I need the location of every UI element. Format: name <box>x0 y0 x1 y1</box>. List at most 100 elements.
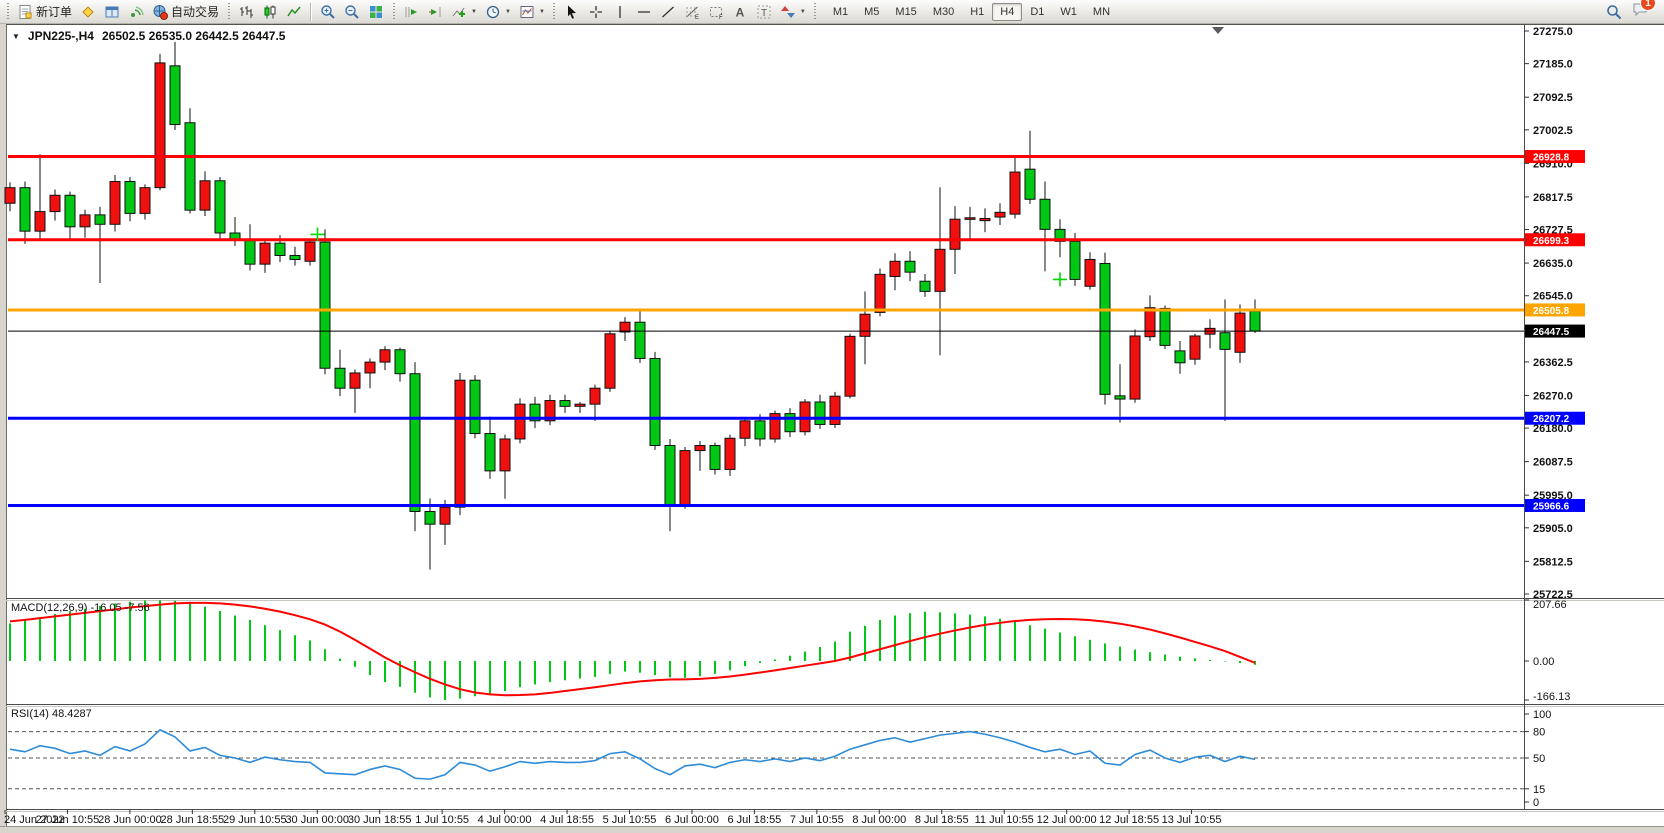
toolbar-grip[interactable] <box>391 2 397 21</box>
dropdown-arrow-icon[interactable]: ▼ <box>471 8 477 15</box>
timeframe-m5[interactable]: M5 <box>864 5 880 18</box>
templates-button[interactable]: ▼ <box>515 1 549 23</box>
cursor-button[interactable] <box>560 1 584 23</box>
search-icon[interactable] <box>1606 4 1622 20</box>
line-chart-button[interactable] <box>282 1 306 23</box>
timeframe-h4[interactable]: H4 <box>992 2 1023 21</box>
candle-body <box>49 194 61 213</box>
price-plate <box>1525 324 1585 338</box>
candle-body <box>274 242 286 256</box>
macd-tick-label: 0.00 <box>1533 656 1554 668</box>
data-window-icon <box>104 4 120 20</box>
candle-body <box>1234 312 1246 353</box>
candle-body <box>124 180 136 214</box>
price-tick-label: 26362.5 <box>1533 357 1573 369</box>
timeframe-d1[interactable]: D1 <box>1030 5 1045 18</box>
horizontal-line-button[interactable] <box>632 1 656 23</box>
candle-body <box>289 254 301 260</box>
price-plate <box>1525 150 1585 164</box>
signals-icon <box>128 4 144 20</box>
channel-button[interactable]: F <box>704 1 728 23</box>
main-toolbar: 新订单 自动交易 ▼ ▼ ▼ E F A T ▼ M1 M5 M15 M30 H1 H4 D1 W1 MN 1 <box>0 0 1664 24</box>
toolbar-grip[interactable] <box>812 2 818 21</box>
rsi-indicator-label: RSI(14) 48.4287 <box>11 708 92 720</box>
fibonacci-button[interactable]: E <box>680 1 704 23</box>
candle-body <box>244 239 256 265</box>
tile-windows-button[interactable] <box>364 1 388 23</box>
arrows-button[interactable]: ▼ <box>776 1 810 23</box>
candle-body <box>1039 198 1051 230</box>
chart-shift-button[interactable] <box>423 1 447 23</box>
autotrading-icon <box>152 4 169 20</box>
toolbar-grip[interactable] <box>551 2 557 21</box>
candle-body <box>1069 240 1081 280</box>
candle-body <box>589 387 601 405</box>
price-tick-label: 26817.5 <box>1533 192 1573 204</box>
candle-body <box>979 217 991 222</box>
dropdown-arrow-icon[interactable]: ▼ <box>504 8 511 15</box>
timeframe-h1[interactable]: H1 <box>970 5 985 18</box>
price-plate-label: 26928.8 <box>1533 153 1570 164</box>
candle-body <box>154 62 166 189</box>
chat-badge: 1 <box>1640 0 1656 11</box>
indicators-button[interactable]: ▼ <box>447 1 481 23</box>
candle-body <box>1189 335 1201 360</box>
crosshair-button[interactable] <box>584 1 608 23</box>
price-tick-label: 26087.5 <box>1533 457 1573 469</box>
data-window-button[interactable] <box>100 1 124 23</box>
timeframe-w1[interactable]: W1 <box>1060 5 1077 18</box>
new-order-icon <box>17 4 33 20</box>
time-tick-label: 4 Jul 00:00 <box>478 814 532 826</box>
one-click-trading-arrow-icon[interactable]: ▼ <box>12 31 20 41</box>
candle-body <box>709 444 721 470</box>
price-plate <box>1525 303 1585 317</box>
chart-shift-marker-icon <box>1212 27 1224 34</box>
market-watch-button[interactable] <box>76 1 100 23</box>
timeframe-m15[interactable]: M15 <box>895 5 917 18</box>
timeframe-m1[interactable]: M1 <box>832 5 849 18</box>
hline-icon <box>636 4 652 20</box>
autotrading-button[interactable]: 自动交易 <box>148 1 223 23</box>
dropdown-arrow-icon[interactable]: ▼ <box>538 8 545 15</box>
candle-body <box>484 433 496 472</box>
candle-body <box>1054 228 1066 242</box>
rsi-line <box>9 728 1256 780</box>
timeframe-mn[interactable]: MN <box>1092 5 1111 18</box>
time-tick-label: 24 Jun 2022 <box>4 814 65 826</box>
candle-chart-button[interactable] <box>258 1 282 23</box>
price-plate-label: 25966.6 <box>1533 501 1570 512</box>
candle-body <box>679 450 691 506</box>
price-plate-label: 26207.2 <box>1533 414 1570 425</box>
price-tick-label: 25905.0 <box>1533 523 1573 535</box>
bar-chart-button[interactable] <box>234 1 258 23</box>
new-order-label: 新订单 <box>36 5 73 19</box>
zoom-in-button[interactable] <box>316 1 340 23</box>
periods-button[interactable]: ▼ <box>481 1 515 23</box>
chat-button[interactable]: 1 <box>1632 0 1656 22</box>
price-tick-label: 25722.5 <box>1533 589 1573 601</box>
dropdown-arrow-icon[interactable]: ▼ <box>799 8 806 15</box>
new-order-button[interactable]: 新订单 <box>13 1 76 23</box>
template-icon <box>519 4 535 20</box>
price-plate-label: 26505.8 <box>1533 306 1570 317</box>
window-bottom-edge <box>0 826 1664 833</box>
auto-scroll-button[interactable] <box>399 1 423 23</box>
candle-body <box>784 413 796 433</box>
vertical-line-button[interactable] <box>608 1 632 23</box>
macd-signal-line <box>9 601 1256 697</box>
toolbar-grip[interactable] <box>226 2 232 21</box>
toolbar-grip[interactable] <box>5 2 10 21</box>
candle-body <box>514 403 526 440</box>
candle-body <box>169 65 181 126</box>
signals-button[interactable] <box>124 1 148 23</box>
text-button[interactable]: A <box>728 1 752 23</box>
candle-body <box>1084 258 1096 287</box>
candle-body <box>409 373 421 512</box>
candle-body <box>634 321 646 359</box>
text-label-button[interactable]: T <box>752 1 776 23</box>
trendline-button[interactable] <box>656 1 680 23</box>
timeframe-m30[interactable]: M30 <box>932 5 955 18</box>
zoom-out-button[interactable] <box>340 1 364 23</box>
rsi-tick-label: 80 <box>1533 727 1545 739</box>
